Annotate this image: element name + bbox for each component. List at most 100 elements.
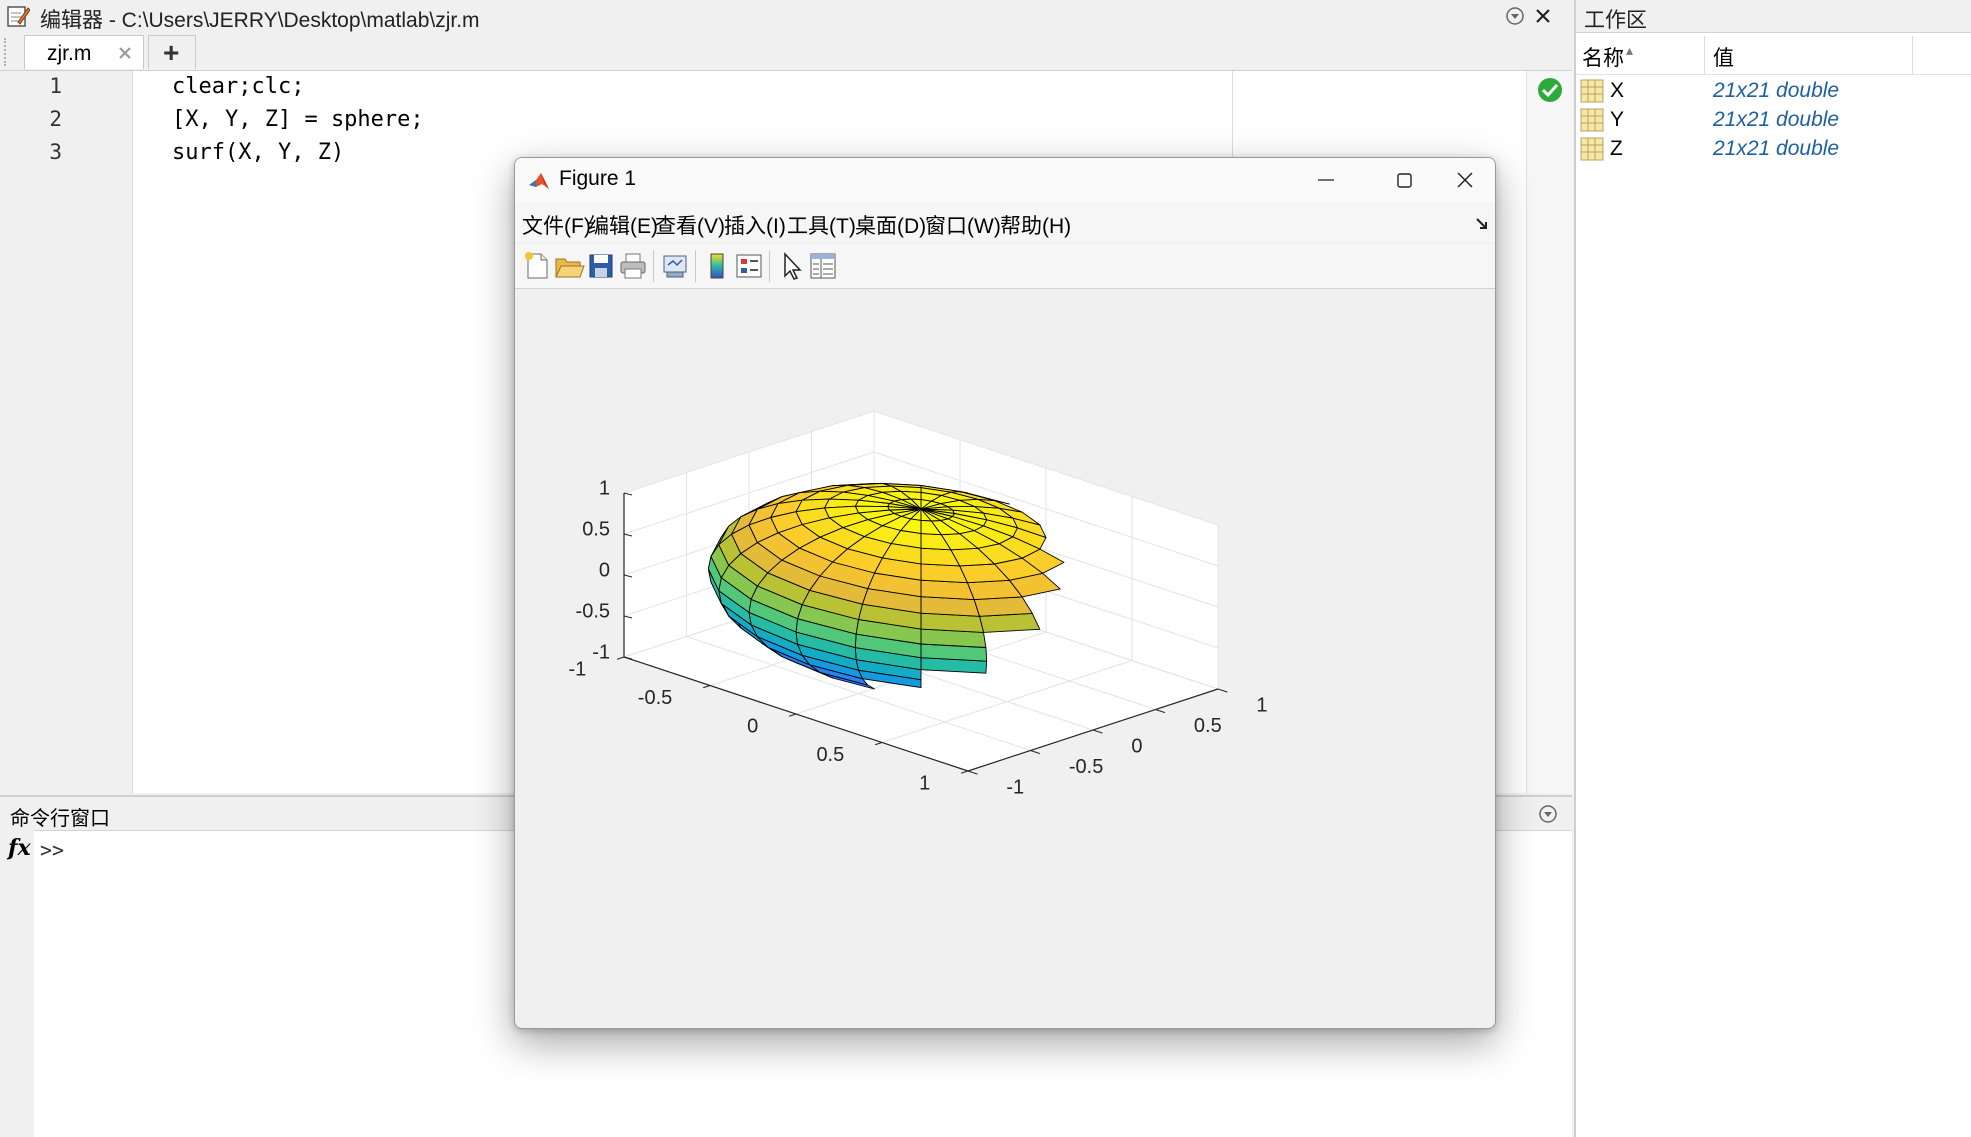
close-button[interactable] bbox=[1435, 158, 1495, 202]
plot-area[interactable]: -1 -0.5 0 0.5 1 -1 -0.5 0 0.5 1 -1 -0.5 0 0.5 1 bbox=[515, 289, 1495, 1028]
editor-titlebar: 编辑器 - C:\Users\JERRY\Desktop\matlab\zjr.… bbox=[0, 0, 1572, 33]
property-inspector-icon[interactable] bbox=[807, 250, 839, 282]
matlab-logo-icon bbox=[529, 173, 549, 189]
check-status-icon bbox=[1538, 78, 1562, 102]
new-figure-icon[interactable] bbox=[521, 250, 553, 282]
column-separator[interactable] bbox=[1704, 36, 1705, 74]
menu-view[interactable]: 查看(V) bbox=[655, 215, 725, 238]
status-circle bbox=[1538, 78, 1562, 102]
workspace-titlebar: 工作区 bbox=[1576, 0, 1971, 33]
column-separator[interactable] bbox=[1912, 36, 1913, 74]
toolbar-separator bbox=[653, 250, 654, 282]
variable-name: Y bbox=[1610, 108, 1625, 131]
x-tick bbox=[960, 770, 969, 774]
matrix-variable-icon bbox=[1580, 108, 1604, 132]
menu-edit[interactable]: 编辑(E) bbox=[588, 215, 658, 238]
editor-scrollbar[interactable] bbox=[1526, 71, 1573, 793]
line-number: 3 bbox=[49, 140, 62, 164]
command-gutter bbox=[0, 828, 34, 1137]
surface-plot[interactable]: -1 -0.5 0 0.5 1 -1 -0.5 0 0.5 1 -1 -0.5 0 0.5 1 bbox=[515, 289, 1495, 1028]
code-text[interactable]: [X, Y, Z] = sphere; bbox=[172, 107, 424, 132]
grid-line bbox=[623, 451, 875, 535]
z-tick-label: 0 bbox=[599, 559, 610, 581]
open-icon[interactable] bbox=[553, 250, 585, 282]
workspace-variable-row[interactable]: Z 21x21 double bbox=[1576, 135, 1971, 164]
y-tick bbox=[1030, 750, 1041, 755]
figure-titlebar[interactable]: Figure 1 bbox=[515, 158, 1495, 202]
y-tick bbox=[1217, 688, 1228, 693]
variable-value: 21x21 double bbox=[1713, 137, 1840, 160]
variable-name: X bbox=[1610, 79, 1625, 102]
edit-plot-icon[interactable] bbox=[775, 250, 807, 282]
link-plot-icon[interactable] bbox=[659, 250, 691, 282]
z-tick bbox=[623, 656, 633, 660]
chevron-down-icon[interactable] bbox=[1538, 804, 1558, 824]
x-tick-label: -1 bbox=[568, 658, 586, 680]
figure-title: Figure 1 bbox=[559, 167, 637, 190]
surface-face bbox=[920, 579, 975, 601]
z-tick-label: 1 bbox=[599, 477, 610, 499]
workspace-header: 名称 ▴ 值 bbox=[1576, 36, 1971, 75]
figure-window: Figure 1 文件(F) 编辑(E) 查看(V) 插入(I) 工具(T) 桌… bbox=[514, 157, 1496, 1029]
minimize-icon bbox=[1318, 179, 1334, 181]
close-icon bbox=[1457, 172, 1473, 188]
save-icon[interactable] bbox=[585, 250, 617, 282]
matrix-variable-icon bbox=[1580, 79, 1604, 103]
workspace-variable-row[interactable]: Y 21x21 double bbox=[1576, 106, 1971, 135]
command-prompt[interactable]: >> bbox=[40, 838, 65, 862]
workspace-variable-row[interactable]: X 21x21 double bbox=[1576, 77, 1971, 106]
workspace-title: 工作区 bbox=[1584, 9, 1647, 32]
variable-name: Z bbox=[1610, 137, 1623, 160]
new-tab-button[interactable]: + bbox=[148, 35, 196, 69]
y-tick-label: 0.5 bbox=[1194, 715, 1222, 737]
z-tick-label: -1 bbox=[592, 641, 610, 663]
menu-file[interactable]: 文件(F) bbox=[522, 215, 591, 238]
code-text[interactable]: surf(X, Y, Z) bbox=[172, 140, 345, 165]
menu-help[interactable]: 帮助(H) bbox=[1000, 215, 1072, 238]
grid-line bbox=[873, 410, 1219, 526]
code-text[interactable]: clear;clc; bbox=[172, 74, 305, 99]
legend-icon[interactable] bbox=[733, 250, 765, 282]
y-tick-label: -1 bbox=[1006, 777, 1024, 799]
surface-face bbox=[748, 517, 779, 543]
y-tick bbox=[967, 770, 978, 775]
dock-arrow-icon[interactable] bbox=[1475, 216, 1489, 230]
surface-face bbox=[973, 596, 1033, 617]
column-value-header[interactable]: 值 bbox=[1713, 47, 1734, 70]
grid-line bbox=[873, 451, 1219, 567]
print-icon[interactable] bbox=[617, 250, 649, 282]
toolbar-separator bbox=[695, 250, 696, 282]
x-tick-label: -0.5 bbox=[638, 687, 672, 709]
menu-tools[interactable]: 工具(T) bbox=[787, 215, 856, 238]
tab-zjr[interactable]: zjr.m bbox=[24, 35, 144, 69]
y-tick bbox=[1092, 729, 1103, 734]
surface-face bbox=[920, 563, 968, 584]
line-number: 1 bbox=[49, 74, 62, 98]
y-tick bbox=[1155, 709, 1166, 714]
z-tick bbox=[623, 574, 633, 578]
y-tick-label: 0 bbox=[1131, 736, 1142, 758]
tab-close-icon[interactable] bbox=[117, 45, 133, 61]
workspace-panel: 工作区 名称 ▴ 值 X 21x21 double Y 21x21 double… bbox=[1574, 0, 1971, 1137]
maximize-icon bbox=[1397, 173, 1412, 188]
close-icon[interactable] bbox=[1534, 7, 1552, 25]
x-tick-label: 1 bbox=[919, 772, 930, 794]
chevron-down-icon[interactable] bbox=[1505, 6, 1525, 26]
minimize-button[interactable] bbox=[1296, 158, 1356, 202]
z-tick-label: 0.5 bbox=[582, 518, 610, 540]
sort-indicator-icon: ▴ bbox=[1626, 42, 1634, 58]
figure-menubar: 文件(F) 编辑(E) 查看(V) 插入(I) 工具(T) 桌面(D) 窗口(W… bbox=[515, 202, 1495, 242]
menu-desktop[interactable]: 桌面(D) bbox=[855, 215, 927, 238]
menu-window[interactable]: 窗口(W) bbox=[925, 215, 1001, 238]
function-browser-icon[interactable]: fx bbox=[8, 835, 31, 861]
x-tick bbox=[616, 656, 625, 660]
column-name-header[interactable]: 名称 bbox=[1582, 47, 1624, 70]
z-tick-label: -0.5 bbox=[576, 600, 610, 622]
maximize-button[interactable] bbox=[1376, 158, 1436, 202]
grid-line bbox=[623, 410, 875, 494]
tab-label: zjr.m bbox=[47, 42, 92, 65]
menu-insert[interactable]: 插入(I) bbox=[724, 215, 786, 238]
colorbar-icon[interactable] bbox=[701, 250, 733, 282]
command-window-title: 命令行窗口 bbox=[10, 808, 110, 830]
x-tick-label: 0.5 bbox=[816, 744, 844, 766]
